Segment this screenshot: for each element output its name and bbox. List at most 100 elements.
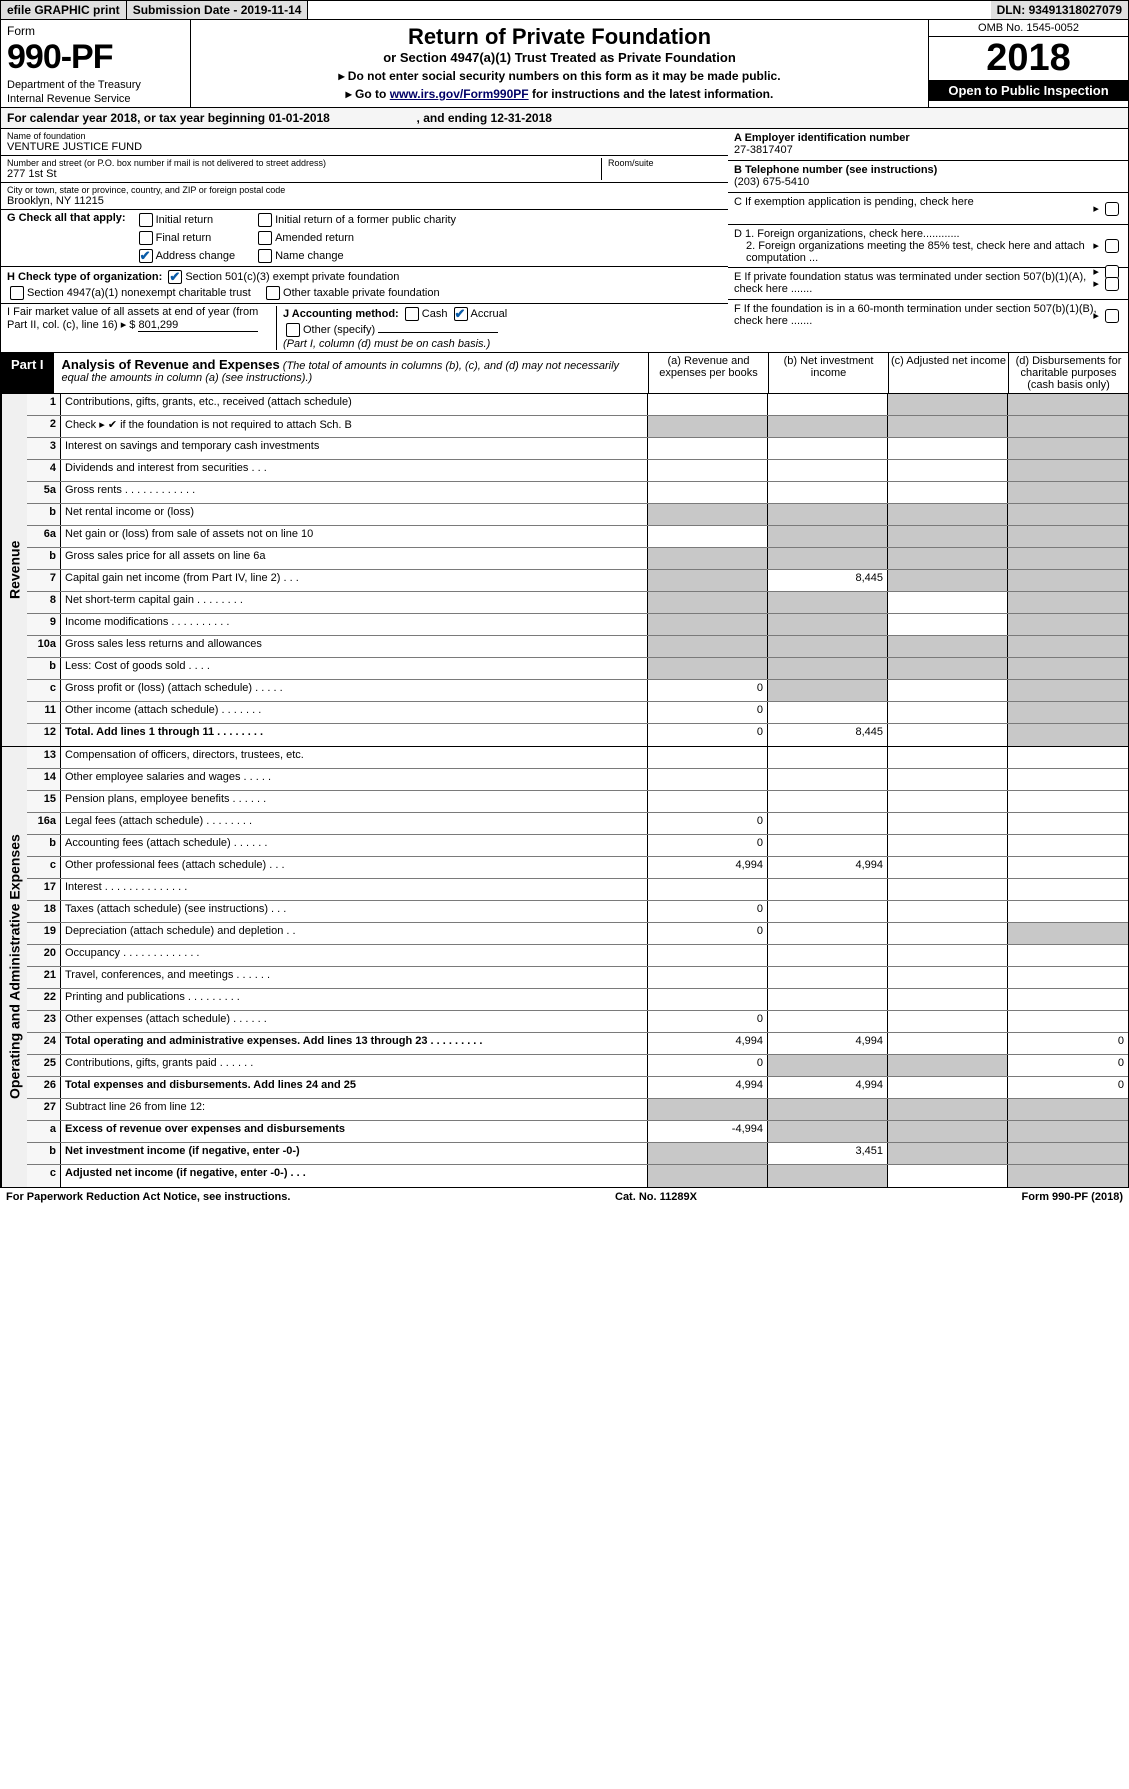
cell-c	[888, 438, 1008, 459]
d1-checkbox[interactable]	[1105, 239, 1119, 253]
row-number: a	[27, 1121, 61, 1142]
row-desc: Net rental income or (loss)	[61, 504, 648, 525]
cell-c	[888, 835, 1008, 856]
goto-link-line: ▸ Go to www.irs.gov/Form990PF for instru…	[199, 87, 920, 101]
h-501c3[interactable]: Section 501(c)(3) exempt private foundat…	[165, 271, 399, 283]
cell-a	[648, 1143, 768, 1164]
g-initial-return[interactable]: Initial return	[136, 212, 236, 228]
dept-treasury: Department of the Treasury	[7, 79, 184, 91]
cell-a: 0	[648, 1011, 768, 1032]
g-final-return[interactable]: Final return	[136, 230, 236, 246]
cal-prefix: For calendar year 2018, or tax year begi…	[7, 111, 268, 125]
cell-c	[888, 1143, 1008, 1164]
row-number: 7	[27, 570, 61, 591]
cell-a	[648, 1099, 768, 1120]
e-checkbox[interactable]	[1105, 277, 1119, 291]
table-row: 11Other income (attach schedule) . . . .…	[27, 702, 1128, 724]
col-b-hdr: (b) Net investment income	[768, 353, 888, 393]
col-c-hdr: (c) Adjusted net income	[888, 353, 1008, 393]
cell-a	[648, 1165, 768, 1187]
cell-b	[768, 614, 888, 635]
row-number: 13	[27, 747, 61, 768]
row-number: 25	[27, 1055, 61, 1076]
row-desc: Capital gain net income (from Part IV, l…	[61, 570, 648, 591]
page-footer: For Paperwork Reduction Act Notice, see …	[0, 1188, 1129, 1206]
table-row: cOther professional fees (attach schedul…	[27, 857, 1128, 879]
revenue-grid: Revenue 1Contributions, gifts, grants, e…	[0, 394, 1129, 747]
fmv-value: 801,299	[138, 319, 258, 332]
table-row: 14Other employee salaries and wages . . …	[27, 769, 1128, 791]
cell-a: 0	[648, 1055, 768, 1076]
cell-a	[648, 438, 768, 459]
cell-dcol	[1008, 857, 1128, 878]
table-row: 17Interest . . . . . . . . . . . . . .	[27, 879, 1128, 901]
row-desc: Gross profit or (loss) (attach schedule)…	[61, 680, 648, 701]
foundation-name: VENTURE JUSTICE FUND	[7, 141, 722, 153]
cell-b	[768, 1055, 888, 1076]
footer-catno: Cat. No. 11289X	[615, 1191, 697, 1203]
row-number: 3	[27, 438, 61, 459]
j-cash[interactable]: Cash	[402, 308, 448, 320]
f-checkbox[interactable]	[1105, 309, 1119, 323]
row-desc: Contributions, gifts, grants paid . . . …	[61, 1055, 648, 1076]
g-initial-former[interactable]: Initial return of a former public charit…	[255, 212, 456, 228]
row-number: 4	[27, 460, 61, 481]
f-text: F If the foundation is in a 60-month ter…	[734, 303, 1097, 327]
table-row: 1Contributions, gifts, grants, etc., rec…	[27, 394, 1128, 416]
g-name-change[interactable]: Name change	[255, 248, 456, 264]
row-number: 6a	[27, 526, 61, 547]
cell-b	[768, 989, 888, 1010]
table-row: 19Depreciation (attach schedule) and dep…	[27, 923, 1128, 945]
cell-b: 8,445	[768, 570, 888, 591]
cell-a	[648, 526, 768, 547]
table-row: bNet rental income or (loss)	[27, 504, 1128, 526]
cell-b	[768, 658, 888, 679]
irs-link[interactable]: www.irs.gov/Form990PF	[390, 87, 529, 101]
cell-c	[888, 658, 1008, 679]
row-number: b	[27, 1143, 61, 1164]
identity-left: Name of foundation VENTURE JUSTICE FUND …	[1, 129, 728, 352]
table-row: bGross sales price for all assets on lin…	[27, 548, 1128, 570]
cell-c	[888, 945, 1008, 966]
h-other[interactable]: Other taxable private foundation	[263, 287, 440, 299]
table-row: 15Pension plans, employee benefits . . .…	[27, 791, 1128, 813]
cell-dcol	[1008, 1011, 1128, 1032]
d1-text: D 1. Foreign organizations, check here..…	[734, 228, 960, 240]
j-other[interactable]: Other (specify)	[283, 324, 498, 336]
street-address: 277 1st St	[7, 168, 595, 180]
cell-b	[768, 747, 888, 768]
cell-a	[648, 570, 768, 591]
cal-begin: 01-01-2018	[268, 111, 329, 125]
table-row: 12Total. Add lines 1 through 11 . . . . …	[27, 724, 1128, 746]
cell-a	[648, 614, 768, 635]
c-checkbox[interactable]	[1105, 202, 1119, 216]
expenses-rows: 13Compensation of officers, directors, t…	[27, 747, 1128, 1187]
g-address-change[interactable]: Address change	[136, 248, 236, 264]
cell-a: 0	[648, 724, 768, 746]
cell-dcol	[1008, 901, 1128, 922]
row-number: 9	[27, 614, 61, 635]
cell-c	[888, 791, 1008, 812]
g-amended-return[interactable]: Amended return	[255, 230, 456, 246]
row-desc: Excess of revenue over expenses and disb…	[61, 1121, 648, 1142]
cell-b	[768, 482, 888, 503]
j-accrual[interactable]: Accrual	[451, 308, 508, 320]
row-number: 8	[27, 592, 61, 613]
cell-a: -4,994	[648, 1121, 768, 1142]
subdate-val: 2019-11-14	[241, 3, 302, 17]
e-box: E If private foundation status was termi…	[728, 268, 1128, 300]
h-4947[interactable]: Section 4947(a)(1) nonexempt charitable …	[7, 287, 251, 299]
cell-c	[888, 1033, 1008, 1054]
row-number: b	[27, 548, 61, 569]
row-number: 24	[27, 1033, 61, 1054]
row-number: c	[27, 857, 61, 878]
row-desc: Occupancy . . . . . . . . . . . . .	[61, 945, 648, 966]
j-note: (Part I, column (d) must be on cash basi…	[283, 338, 490, 350]
cell-b	[768, 813, 888, 834]
cell-dcol	[1008, 438, 1128, 459]
cell-a	[648, 791, 768, 812]
cell-dcol: 0	[1008, 1055, 1128, 1076]
row-number: 16a	[27, 813, 61, 834]
cell-b	[768, 680, 888, 701]
cell-c	[888, 680, 1008, 701]
